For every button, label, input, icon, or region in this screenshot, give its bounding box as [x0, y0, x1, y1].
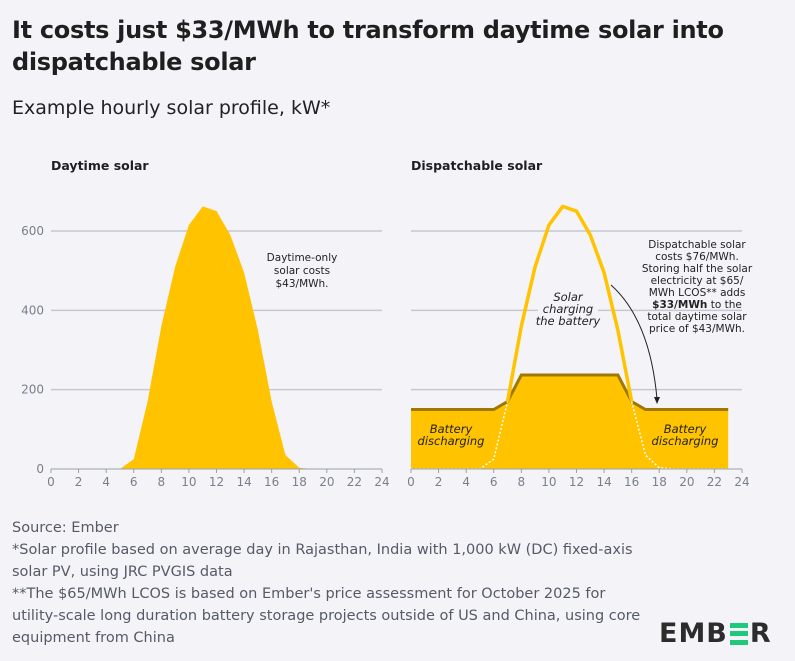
x-tick-label: 12 [209, 475, 224, 489]
discharging-label-left: Battery [430, 422, 473, 436]
x-tick-label: 24 [374, 475, 389, 489]
annotation-arrow [610, 284, 658, 400]
y-tick-label: 0 [36, 462, 44, 476]
note-line: costs $76/MWh. [655, 251, 739, 263]
note-line: MWh LCOS** adds [649, 287, 746, 299]
x-tick-label: 2 [75, 475, 83, 489]
x-tick-label: 20 [319, 475, 334, 489]
note-line: price of $43/MWh. [649, 323, 745, 335]
note-line: Dispatchable solar [648, 239, 746, 251]
x-tick-label: 8 [518, 475, 526, 489]
charging-label: the battery [536, 314, 601, 328]
footer: Source: Ember *Solar profile based on av… [12, 517, 652, 649]
x-tick-label: 4 [462, 475, 470, 489]
footnote-2: **The $65/MWh LCOS is based on Ember's p… [12, 586, 641, 646]
note-bold-value: $33/MWh [652, 299, 707, 311]
x-tick-label: 16 [264, 475, 279, 489]
y-tick-label: 600 [21, 224, 44, 238]
x-tick-label: 12 [569, 475, 584, 489]
right-chart-title: Dispatchable solar [411, 158, 543, 173]
x-tick-label: 20 [679, 475, 694, 489]
charging-label: Solar [553, 290, 584, 304]
note-line-bold: $33/MWh to the [652, 299, 742, 311]
y-tick-label: 200 [21, 383, 44, 397]
left-chart-title: Daytime solar [51, 158, 149, 173]
dispatchable-outline [411, 373, 729, 411]
charging-label: charging [543, 302, 593, 316]
annotation-line: solar costs [274, 265, 330, 277]
y-tick-label: 400 [21, 303, 44, 317]
discharging-label-right: Battery [664, 422, 707, 436]
note-line: total daytime solar [647, 311, 747, 323]
figure-title: It costs just $33/MWh to transform dayti… [12, 16, 724, 76]
arrow-head [654, 397, 660, 404]
note-rest: to the [707, 299, 741, 311]
dispatchable-area [411, 374, 729, 469]
note-line: Storing half the solar [642, 263, 753, 275]
x-tick-label: 8 [158, 475, 166, 489]
annotation-line: Daytime-only [267, 252, 338, 264]
daytime-solar-area [51, 206, 369, 469]
figure-subtitle: Example hourly solar profile, kW* [12, 97, 331, 119]
x-tick-label: 6 [490, 475, 498, 489]
x-tick-label: 10 [541, 475, 556, 489]
x-tick-label: 4 [102, 475, 110, 489]
logo-e-bars [729, 622, 748, 645]
annotation-line: $43/MWh. [275, 278, 328, 290]
footnote-1: *Solar profile based on average day in R… [12, 542, 633, 580]
source-text: Source: Ember [12, 520, 119, 536]
x-tick-label: 2 [435, 475, 443, 489]
x-tick-label: 14 [236, 475, 251, 489]
solar-line [505, 204, 634, 402]
x-tick-label: 14 [596, 475, 611, 489]
label-bg [538, 305, 598, 319]
x-tick-label: 0 [407, 475, 415, 489]
x-tick-label: 22 [707, 475, 722, 489]
x-tick-label: 6 [130, 475, 138, 489]
x-tick-label: 22 [347, 475, 362, 489]
x-tick-label: 10 [181, 475, 196, 489]
discharging-label-left: discharging [418, 434, 485, 448]
ember-logo: EMB R [659, 618, 772, 649]
x-tick-label: 24 [734, 475, 749, 489]
note-line: electricity at $65/ [651, 275, 744, 287]
discharging-label-right: discharging [652, 434, 719, 448]
x-tick-label: 18 [652, 475, 667, 489]
x-tick-label: 18 [292, 475, 307, 489]
x-tick-label: 16 [624, 475, 639, 489]
x-tick-label: 0 [47, 475, 55, 489]
